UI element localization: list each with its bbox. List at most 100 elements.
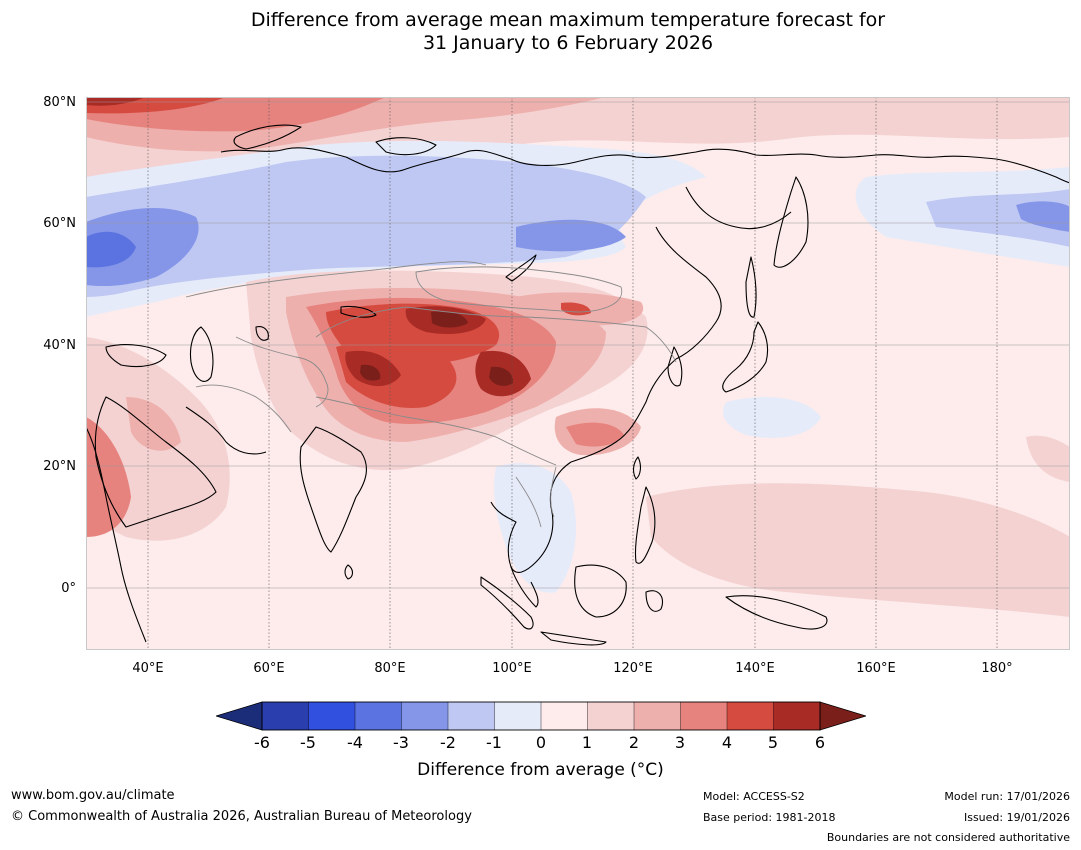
lon-label-100e: 100°E (492, 661, 532, 676)
colorbar-bin (540, 701, 589, 731)
russia-kazakhstan-border (185, 261, 487, 298)
issued-date: Issued: 19/01/2026 (963, 811, 1070, 824)
taiwan (633, 456, 641, 480)
caspian (189, 326, 214, 382)
dark-core-1 (431, 311, 468, 328)
colorbar-tick-neg2: -2 (440, 733, 456, 752)
title-line-2: 31 January to 6 February 2026 (422, 32, 714, 54)
map-frame (86, 97, 1070, 650)
japan (722, 321, 769, 393)
model-name: Model: ACCESS-S2 (703, 790, 805, 803)
arctic-coast (220, 147, 1070, 184)
pacific-cool-patch (722, 397, 821, 438)
lon-label-160e: 160°E (856, 661, 896, 676)
china-coast (570, 358, 677, 463)
india (299, 426, 367, 553)
arctic-hot-core (86, 97, 146, 106)
lat-label-40n: 40°N (43, 338, 76, 353)
colorbar-tick-neg5: -5 (300, 733, 316, 752)
colorbar-bin (401, 701, 449, 731)
colorbar (216, 701, 866, 731)
west-siberia-cold-peak (86, 207, 199, 287)
lat-label-20n: 20°N (43, 459, 76, 474)
colorbar-bin (773, 701, 821, 731)
base-period: Base period: 1981-2018 (703, 811, 836, 824)
colorbar-bin (494, 701, 542, 731)
colorbar-bin (726, 701, 775, 731)
website-link[interactable]: www.bom.gov.au/climate (11, 788, 175, 803)
indochina-borders (515, 466, 557, 528)
sri-lanka (344, 564, 354, 580)
lon-label-40e: 40°E (132, 661, 164, 676)
south-china-strong (566, 422, 624, 447)
russia-pacific-coast (655, 226, 722, 360)
colorbar-tick-3: 3 (674, 733, 686, 752)
malay-peninsula (510, 566, 539, 608)
lon-label-60e: 60°E (253, 661, 285, 676)
colorbar-outline (261, 701, 821, 731)
lake-baikal (505, 254, 537, 282)
colorbar-bin (308, 701, 356, 731)
colorbar-bins (261, 701, 821, 731)
colorbar-tick-neg3: -3 (393, 733, 409, 752)
lat-label-80n: 80°N (43, 95, 76, 110)
lon-label-180: 180° (981, 661, 1013, 676)
colorbar-above-max-arrow (819, 701, 866, 731)
colorbar-tick-neg6: -6 (254, 733, 270, 752)
himalaya-border (315, 396, 557, 466)
west-siberia-cold-deep (86, 231, 136, 268)
copyright-text: © Commonwealth of Australia 2026, Austra… (11, 809, 472, 824)
dark-core-3 (360, 364, 381, 381)
pacific-warm-belt (646, 483, 1070, 617)
colorbar-below-min-arrow (216, 701, 263, 731)
map-canvas (86, 97, 1070, 650)
colorbar-bin (587, 701, 635, 731)
aral-sea (255, 326, 269, 341)
arabia (94, 396, 217, 528)
novaya-zemlya (233, 124, 302, 150)
mongolia-border (415, 266, 623, 313)
indochina-cool (494, 463, 576, 593)
persian-gulf (185, 406, 267, 455)
borneo (574, 564, 627, 618)
okhotsk-coast (685, 186, 792, 230)
lon-label-120e: 120°E (613, 661, 653, 676)
china-border (315, 306, 677, 363)
middle-east-strong (86, 417, 131, 537)
lon-label-140e: 140°E (735, 661, 775, 676)
far-east-cold-peak (1016, 201, 1070, 232)
lat-label-0: 0° (61, 581, 76, 596)
pacific-east-warm (1026, 435, 1070, 482)
lon-label-80e: 80°E (374, 661, 406, 676)
country-borders (185, 261, 677, 528)
sakhalin (745, 256, 757, 318)
temperature-anomaly-map (86, 97, 1070, 650)
colorbar-bin (680, 701, 728, 731)
colorbar-title: Difference from average (°C) (417, 760, 664, 780)
philippines (634, 486, 656, 564)
kamchatka (773, 176, 809, 268)
central-asia-borders (235, 336, 329, 408)
arabia-warm-patch (126, 397, 181, 451)
dark-core-2 (489, 366, 514, 386)
black-sea (105, 344, 167, 368)
graticule (147, 97, 998, 650)
colorbar-bin (447, 701, 496, 731)
siberia-cold-core (86, 155, 646, 297)
colorbar-tick-6: 6 (814, 733, 826, 752)
colorbar-tick-5: 5 (767, 733, 779, 752)
sumatra (480, 576, 534, 630)
model-run-date: Model run: 17/01/2026 (944, 790, 1070, 803)
korea (667, 346, 683, 387)
iran-border (195, 384, 292, 433)
java (540, 631, 607, 646)
colorbar-bin (261, 701, 310, 731)
new-guinea (725, 595, 828, 630)
colorbar-tick-1: 1 (581, 733, 593, 752)
lat-label-60n: 60°N (43, 216, 76, 231)
colorbar-tick-0: 0 (535, 733, 547, 752)
taymyr (375, 137, 437, 156)
lake-balkhash (340, 305, 377, 318)
parallels (86, 101, 1070, 589)
title-line-1: Difference from average mean maximum tem… (250, 9, 886, 31)
